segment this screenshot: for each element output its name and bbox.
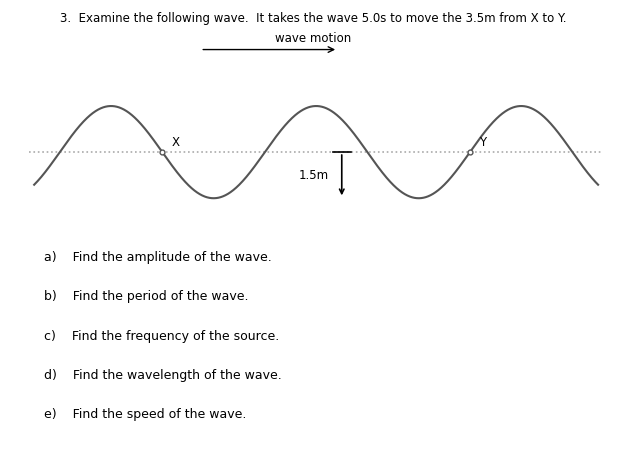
Text: X: X: [172, 136, 180, 149]
Text: c)    Find the frequency of the source.: c) Find the frequency of the source.: [44, 330, 279, 343]
Text: e)    Find the speed of the wave.: e) Find the speed of the wave.: [44, 408, 246, 421]
Text: 1.5m: 1.5m: [299, 169, 329, 182]
Text: b)    Find the period of the wave.: b) Find the period of the wave.: [44, 290, 249, 303]
Text: wave motion: wave motion: [275, 32, 351, 45]
Text: Y: Y: [479, 136, 486, 149]
Text: a)    Find the amplitude of the wave.: a) Find the amplitude of the wave.: [44, 251, 272, 264]
Text: d)    Find the wavelength of the wave.: d) Find the wavelength of the wave.: [44, 369, 282, 382]
Text: 3.  Examine the following wave.  It takes the wave 5.0s to move the 3.5m from X : 3. Examine the following wave. It takes …: [59, 12, 567, 24]
